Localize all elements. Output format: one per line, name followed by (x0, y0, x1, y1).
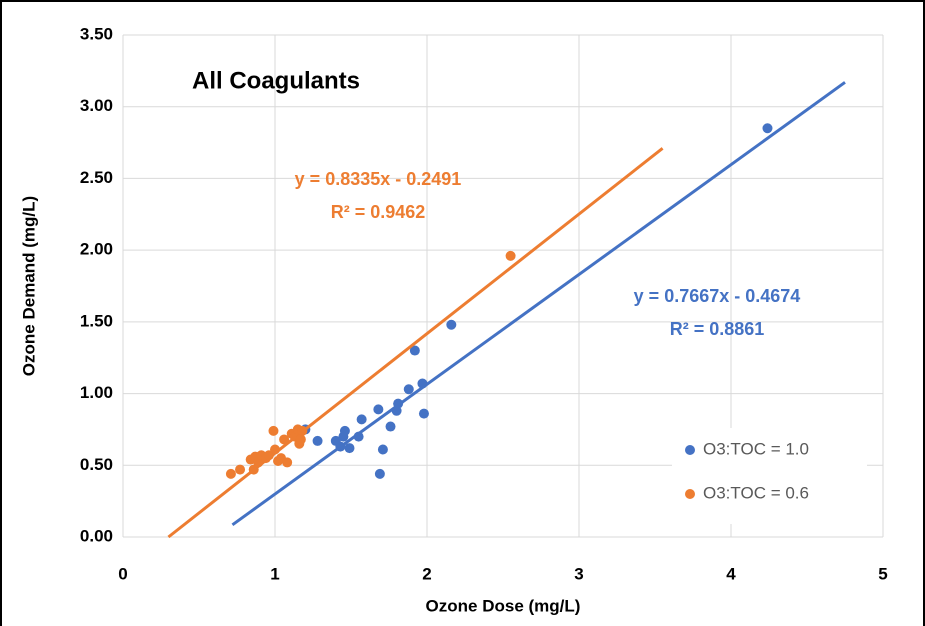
y-tick-label: 1.00 (80, 383, 113, 402)
legend-marker (685, 445, 695, 455)
legend-marker (685, 489, 695, 499)
x-axis-label: Ozone Dose (mg/L) (426, 596, 581, 615)
x-tick-label: 3 (574, 564, 583, 583)
legend-box (672, 428, 867, 524)
x-tick-label: 4 (726, 564, 736, 583)
point (374, 468, 385, 479)
point (418, 408, 429, 419)
y-axis-label: Ozone Demand (mg/L) (19, 196, 38, 376)
point (268, 425, 279, 436)
trendline (231, 81, 846, 527)
x-tick-label: 2 (422, 564, 431, 583)
point (235, 464, 246, 475)
legend-label: O3:TOC = 0.6 (703, 483, 809, 502)
point (403, 384, 414, 395)
y-tick-label: 2.00 (80, 240, 113, 259)
point (505, 250, 516, 261)
point (391, 405, 402, 416)
x-tick-label: 5 (878, 564, 887, 583)
point (312, 435, 323, 446)
point (373, 404, 384, 415)
point (248, 464, 259, 475)
y-tick-label: 3.00 (80, 96, 113, 115)
point (385, 421, 396, 432)
point (282, 457, 293, 468)
point (377, 444, 388, 455)
point (295, 434, 306, 445)
point (417, 378, 428, 389)
y-tick-label: 0.50 (80, 455, 113, 474)
point (762, 123, 773, 134)
point (279, 434, 290, 445)
point (225, 468, 236, 479)
point (338, 431, 349, 442)
point (344, 443, 355, 454)
y-tick-label: 2.50 (80, 168, 113, 187)
trendline-r2: R² = 0.8861 (670, 319, 765, 339)
trendline-equation: y = 0.8335x - 0.2491 (295, 169, 462, 189)
trendline-r2: R² = 0.9462 (331, 202, 426, 222)
point (270, 444, 280, 455)
point (409, 345, 420, 356)
plot-title: All Coagulants (192, 67, 360, 94)
point (353, 431, 364, 442)
y-tick-label: 3.50 (80, 24, 113, 43)
legend-label: O3:TOC = 1.0 (703, 439, 809, 458)
x-tick-label: 0 (118, 564, 127, 583)
point (330, 435, 341, 446)
x-tick-label: 1 (270, 564, 279, 583)
point (356, 414, 367, 425)
point (446, 319, 457, 330)
y-tick-label: 0.00 (80, 526, 113, 545)
trendline-equation: y = 0.7667x - 0.4674 (634, 286, 801, 306)
point (297, 425, 308, 436)
y-tick-label: 1.50 (80, 311, 113, 330)
